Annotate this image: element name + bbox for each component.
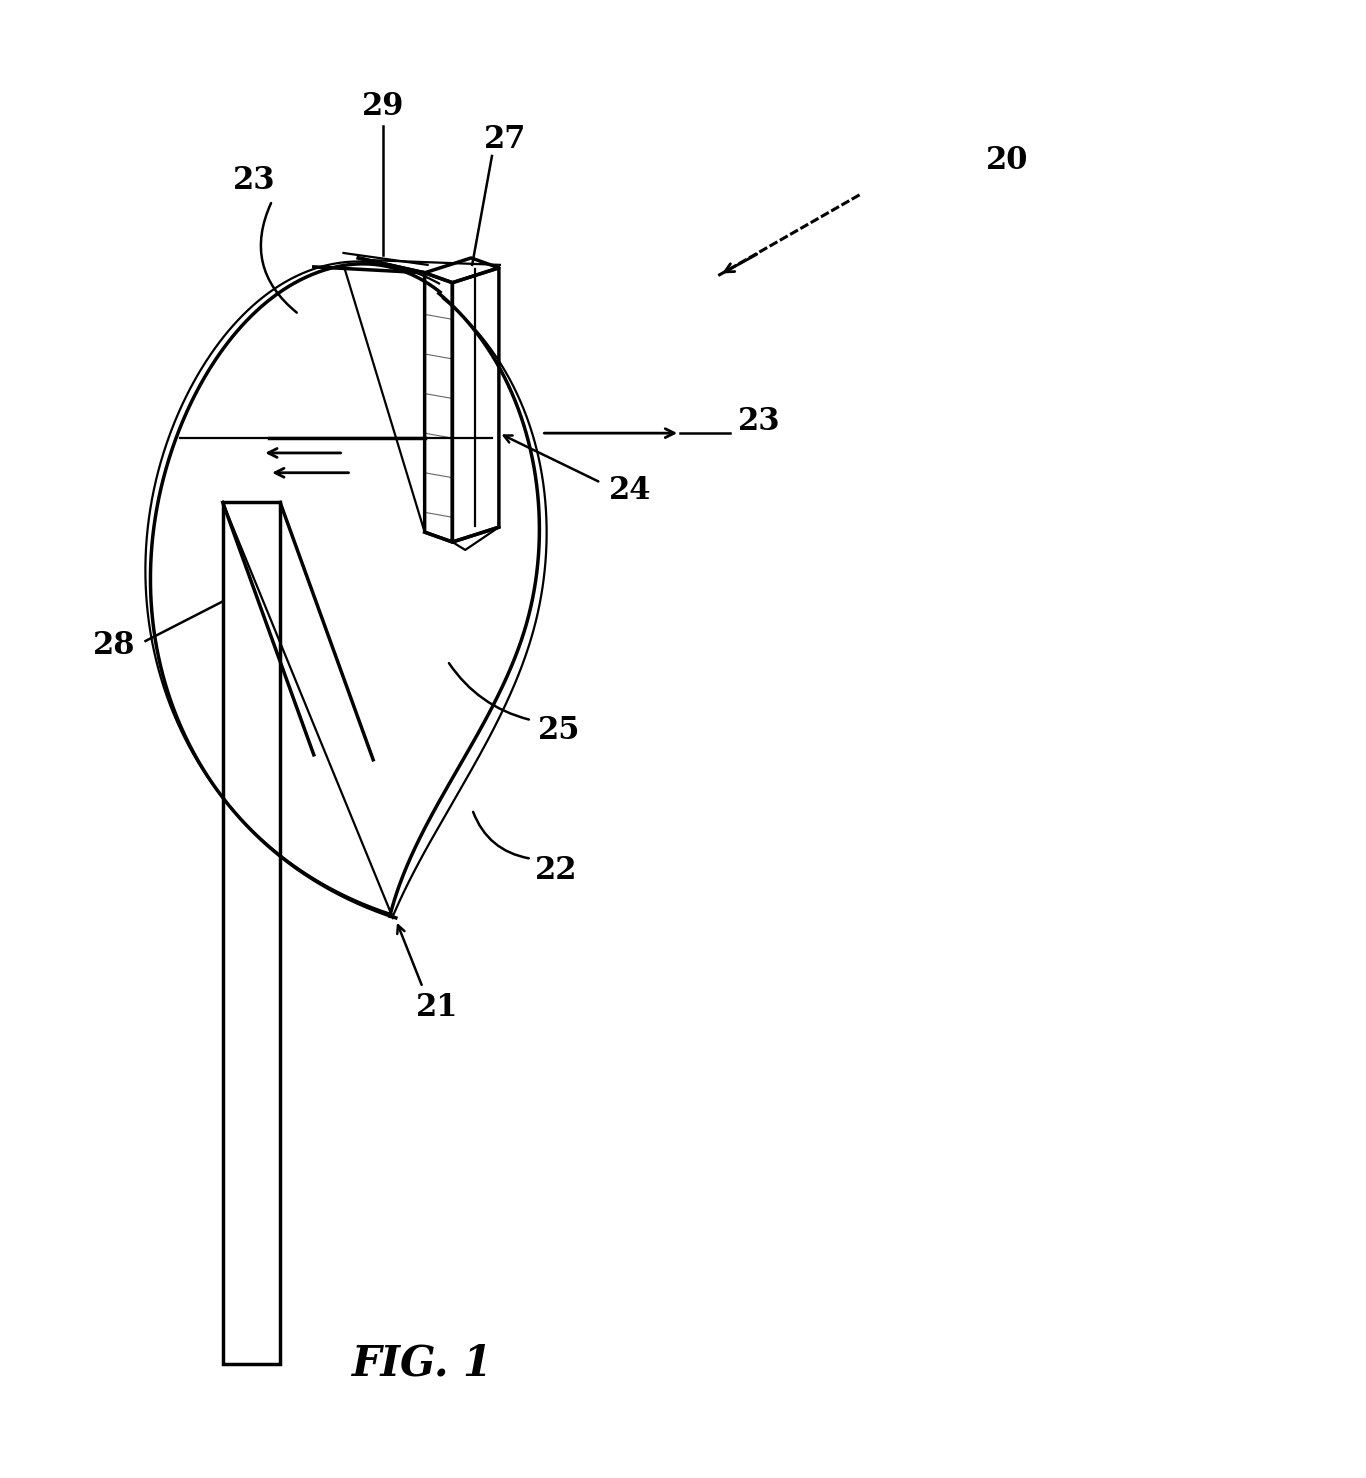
Text: 27: 27 (484, 124, 526, 155)
Text: FIG. 1: FIG. 1 (352, 1342, 493, 1385)
Text: 28: 28 (93, 631, 135, 662)
Text: 23: 23 (738, 406, 780, 437)
Text: 23: 23 (234, 166, 276, 197)
Text: 29: 29 (362, 92, 404, 123)
Text: 20: 20 (985, 145, 1027, 176)
Text: 24: 24 (609, 474, 652, 505)
Text: 25: 25 (538, 714, 581, 745)
Bar (223, 503, 280, 1364)
Text: 22: 22 (535, 856, 578, 887)
Text: 21: 21 (417, 992, 459, 1023)
